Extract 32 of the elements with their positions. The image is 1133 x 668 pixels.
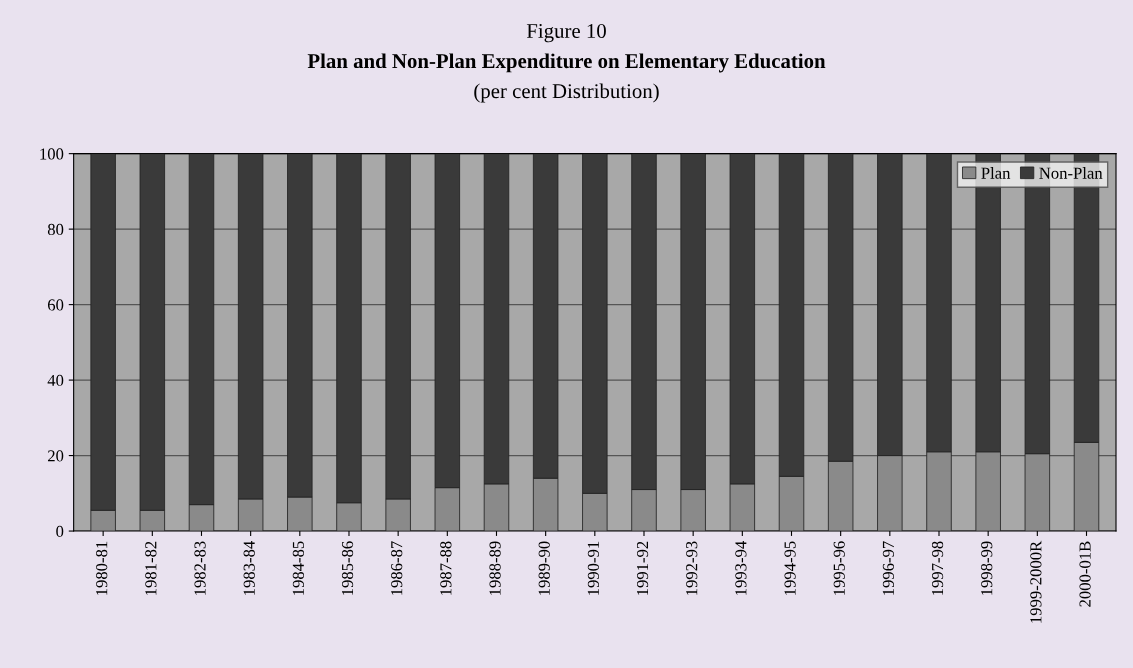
x-tick-label: 1995-96: [833, 541, 845, 595]
caption: Figure 10: [526, 23, 606, 43]
x-tick-label: 1988-89: [489, 541, 501, 595]
x-tick-label: 1991-92: [636, 541, 649, 595]
y-tick-label: 100: [40, 148, 64, 160]
x-tick-label: 1986-87: [391, 541, 403, 595]
x-tick-label: 1998-99: [981, 541, 993, 595]
legend-label: Plan: [981, 167, 1011, 179]
x-tick-label: 1982-83: [194, 541, 206, 595]
x-tick-label: 1987-88: [440, 541, 452, 595]
x-tick-label: 1990-91: [587, 541, 599, 595]
y-tick-label: 80: [47, 223, 64, 236]
y-tick-label: 20: [47, 450, 64, 462]
chart-title: Plan and Non-Plan Expenditure on Elementary Education: [307, 53, 826, 73]
x-tick-label: 1997-98: [931, 541, 944, 595]
y-tick-label: 40: [47, 374, 64, 387]
x-tick-label: 1985-86: [341, 541, 354, 595]
chart-subtitle: (per cent Distribution): [474, 83, 659, 103]
x-tick-label: 1999-2000R: [1030, 540, 1042, 623]
x-tick-label: 1994-95: [784, 541, 796, 595]
x-tick-label: 1983-84: [243, 541, 255, 595]
legend-label: Non-Plan: [1039, 167, 1103, 179]
y-tick-label: 60: [47, 299, 64, 311]
x-tick-label: 2000-01B: [1079, 541, 1091, 607]
x-tick-label: 1989-90: [538, 541, 550, 595]
y-tick-label: 0: [56, 525, 64, 538]
x-tick-label: 1981-82: [145, 541, 157, 595]
x-tick-label: 1984-85: [292, 541, 304, 595]
x-tick-label: 1980-81: [96, 541, 108, 595]
x-tick-label: 1996-97: [882, 541, 894, 595]
x-tick-label: 1992-93: [686, 541, 698, 595]
x-tick-label: 1993-94: [735, 541, 747, 595]
